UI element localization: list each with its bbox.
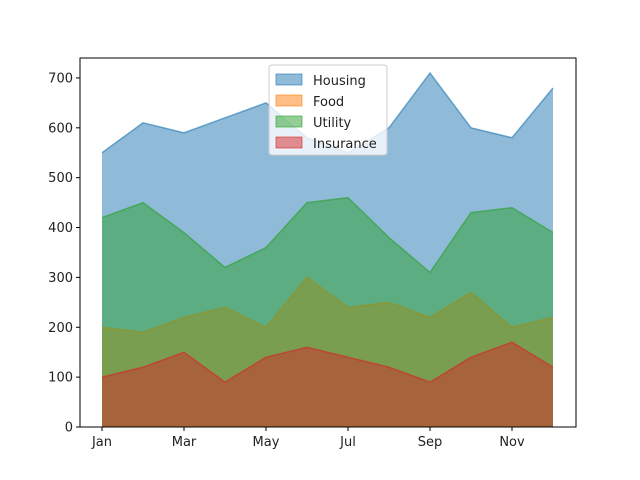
y-tick-label: 0 bbox=[65, 421, 73, 436]
legend-label-insurance: Insurance bbox=[313, 137, 377, 152]
legend-box bbox=[268, 64, 388, 156]
area-insurance bbox=[102, 342, 553, 427]
x-tick-label: Mar bbox=[172, 435, 197, 450]
legend-label-housing: Housing bbox=[313, 74, 366, 89]
axes: 0 100 200 300 400 500 600 700 Jan Mar May Jul Sep Nov bbox=[48, 57, 577, 450]
line-utility bbox=[101, 196, 554, 274]
y-tick-label: 400 bbox=[48, 221, 73, 236]
x-tick-label: May bbox=[253, 435, 280, 450]
plot-frame bbox=[79, 57, 577, 428]
line-insurance bbox=[101, 341, 554, 384]
x-tick-label: Nov bbox=[499, 435, 525, 450]
legend-label-utility: Utility bbox=[313, 116, 352, 131]
y-tick-label: 700 bbox=[48, 71, 73, 86]
area-utility bbox=[102, 197, 553, 427]
y-tick-label: 100 bbox=[48, 371, 73, 386]
x-tick-label: Sep bbox=[418, 435, 443, 450]
y-tick-label: 600 bbox=[48, 121, 73, 136]
y-tick-label: 200 bbox=[48, 321, 73, 336]
legend: Housing Food Utility Insurance bbox=[268, 64, 388, 156]
series-areas bbox=[101, 71, 554, 428]
legend-swatch-housing bbox=[275, 73, 303, 86]
legend-label-food: Food bbox=[313, 95, 344, 110]
x-tick-label: Jul bbox=[339, 435, 356, 450]
y-tick-label: 300 bbox=[48, 271, 73, 286]
legend-swatch-food bbox=[275, 94, 303, 107]
legend-swatch-utility bbox=[275, 115, 303, 128]
x-tick-label: Jan bbox=[91, 435, 112, 450]
legend-swatch-insurance bbox=[275, 136, 303, 149]
y-tick-label: 500 bbox=[48, 171, 73, 186]
